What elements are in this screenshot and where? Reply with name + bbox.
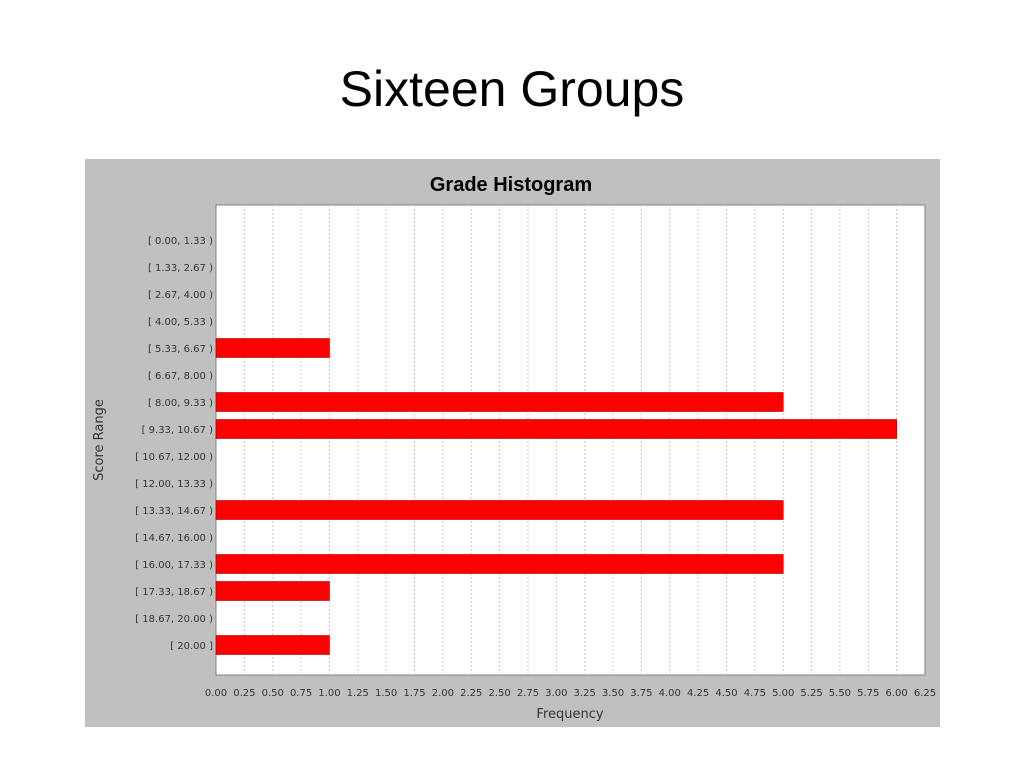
x-tick-label: 3.00 (545, 688, 567, 699)
x-tick-label: 4.75 (744, 688, 766, 699)
x-tick-label: 3.75 (630, 688, 652, 699)
y-tick-label: [ 17.33, 18.67 ) (135, 587, 213, 598)
plot-area (215, 204, 926, 676)
y-tick-label: [ 10.67, 12.00 ) (135, 452, 213, 463)
x-tick-label: 6.00 (886, 688, 908, 699)
x-tick-label: 4.00 (659, 688, 681, 699)
y-tick-label: [ 4.00, 5.33 ) (148, 317, 213, 328)
bar (215, 635, 330, 655)
x-tick-label: 1.50 (375, 688, 397, 699)
histogram-chart: Grade Histogram [ 0.00, 1.33 ) [ 1.33, 2.… (92, 174, 936, 722)
y-tick-label: [ 14.67, 16.00 ) (135, 533, 213, 544)
y-tick-label: [ 2.67, 4.00 ) (148, 290, 213, 301)
x-tick-label: 0.25 (233, 688, 255, 699)
x-tick-label: 4.25 (687, 688, 709, 699)
x-tick-label: 5.50 (829, 688, 851, 699)
x-tick-label: 1.75 (403, 688, 425, 699)
x-tick-label: 1.00 (318, 688, 340, 699)
x-axis-label: Frequency (536, 707, 603, 722)
x-tick-label: 5.25 (800, 688, 822, 699)
slide-title: Sixteen Groups (339, 61, 685, 117)
y-tick-label: [ 6.67, 8.00 ) (148, 371, 213, 382)
bars (215, 338, 897, 655)
y-tick-label: [ 8.00, 9.33 ) (148, 398, 213, 409)
chart-panel: Grade Histogram [ 0.00, 1.33 ) [ 1.33, 2.… (85, 159, 940, 727)
chart-title: Grade Histogram (430, 174, 592, 196)
x-tick-label: 5.75 (857, 688, 879, 699)
bar (215, 338, 330, 358)
bar (215, 500, 784, 520)
y-tick-label: [ 5.33, 6.67 ) (148, 344, 213, 355)
x-tick-label: 2.50 (488, 688, 510, 699)
x-tick-label: 0.50 (262, 688, 284, 699)
bar (215, 419, 897, 439)
x-tick-label: 5.00 (772, 688, 794, 699)
x-tick-label: 6.25 (914, 688, 936, 699)
x-tick-label: 2.00 (432, 688, 454, 699)
x-tick-label: 2.25 (460, 688, 482, 699)
y-tick-label: [ 20.00 ] (170, 641, 213, 652)
bar (215, 554, 784, 574)
y-tick-label: [ 13.33, 14.67 ) (135, 506, 213, 517)
x-tick-label: 0.00 (205, 688, 227, 699)
bar (215, 581, 330, 601)
y-tick-labels: [ 0.00, 1.33 ) [ 1.33, 2.67 ) [ 2.67, 4.00… (135, 236, 213, 652)
y-tick-label: [ 0.00, 1.33 ) (148, 236, 213, 247)
bar (215, 392, 784, 412)
y-tick-label: [ 18.67, 20.00 ) (135, 614, 213, 625)
y-tick-label: [ 16.00, 17.33 ) (135, 560, 213, 571)
x-tick-label: 3.25 (574, 688, 596, 699)
y-tick-label: [ 9.33, 10.67 ) (142, 425, 214, 436)
y-tick-label: [ 12.00, 13.33 ) (135, 479, 213, 490)
y-tick-label: [ 1.33, 2.67 ) (148, 263, 213, 274)
x-tick-label: 3.50 (602, 688, 624, 699)
x-tick-label: 2.75 (517, 688, 539, 699)
x-tick-label: 1.25 (347, 688, 369, 699)
x-tick-label: 4.50 (715, 688, 737, 699)
x-tick-labels: 0.00 0.25 0.50 0.75 1.00 1.25 1.50 1.75 2.00 2.25… (205, 688, 936, 699)
y-axis-label: Score Range (92, 399, 107, 481)
x-tick-label: 0.75 (290, 688, 312, 699)
